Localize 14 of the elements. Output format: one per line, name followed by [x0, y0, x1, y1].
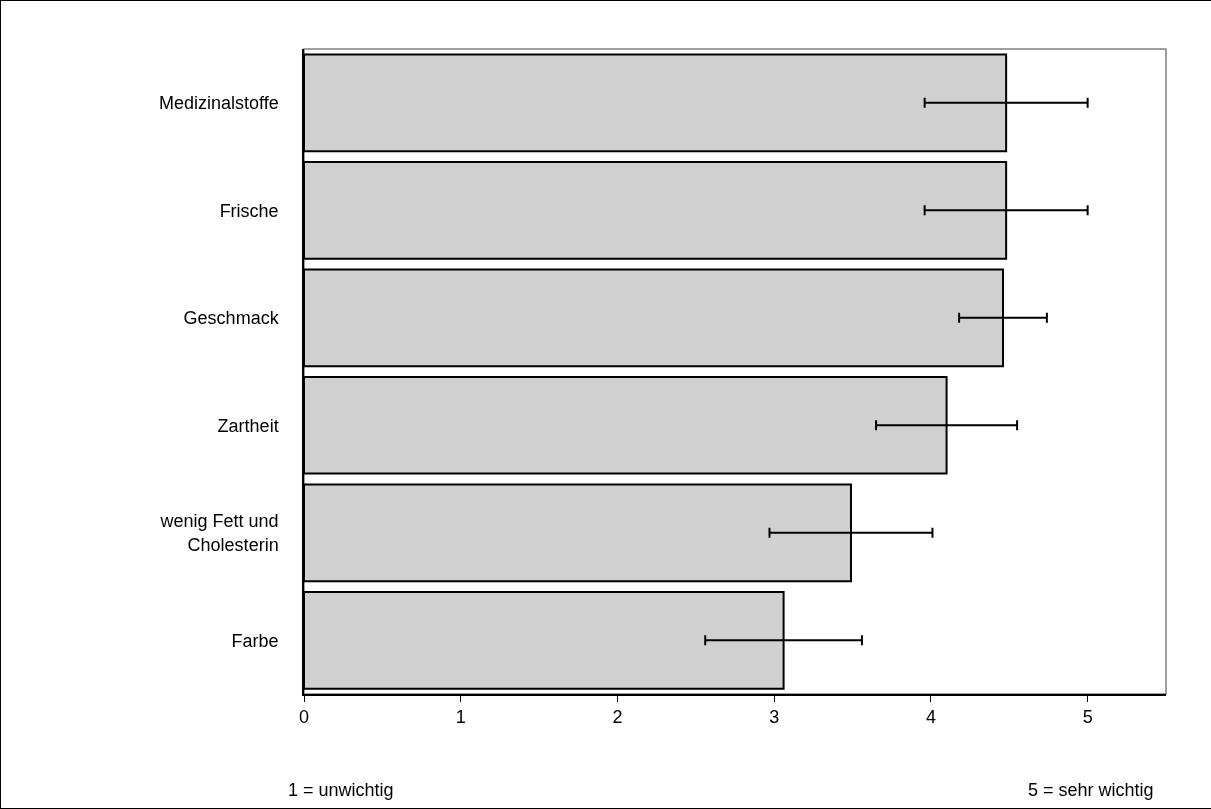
x-tick-label: 2 — [612, 707, 623, 728]
y-tick-label: wenig Fett und Cholesterin — [159, 511, 279, 555]
text: 1 = unwichtig — [288, 780, 394, 800]
x-tick-label: 4 — [925, 707, 936, 728]
x-tick-label: 0 — [298, 707, 310, 728]
y-tick-label: Farbe — [231, 630, 279, 651]
x-tick-label: 1 — [455, 707, 466, 728]
y-tick-label: Frische — [219, 200, 279, 221]
y-tick-label: Geschmack — [183, 308, 280, 329]
x-tick-label: 3 — [769, 707, 780, 728]
y-tick-label: Medizinalstoffe — [158, 93, 279, 114]
text: 5 = sehr wichtig — [1028, 780, 1154, 800]
y-tick-label: Zartheit — [217, 415, 279, 436]
x-tick-label: 5 — [1082, 707, 1093, 728]
